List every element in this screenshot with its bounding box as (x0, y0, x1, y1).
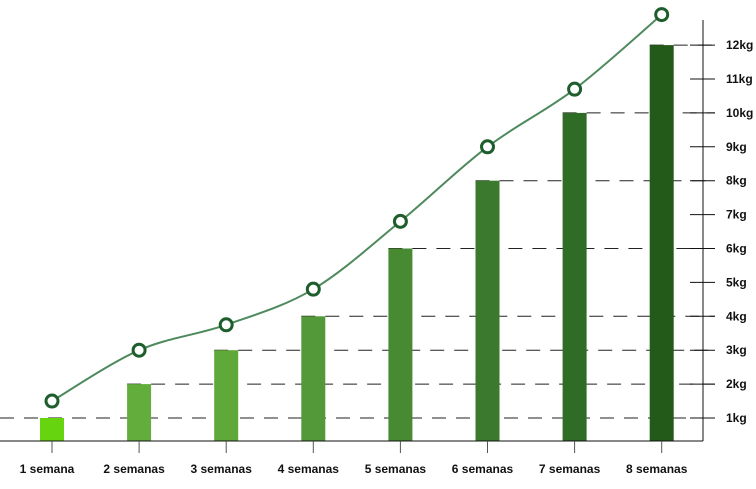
x-tick-label: 2 semanas (103, 462, 165, 476)
y-tick-label: 8kg (726, 174, 747, 188)
line-marker (567, 81, 583, 97)
y-tick-label: 7kg (726, 208, 747, 222)
y-tick-label: 5kg (726, 275, 747, 289)
y-tick-label: 11kg (726, 72, 753, 86)
y-tick-label: 10kg (726, 106, 753, 120)
bar (301, 316, 326, 441)
line-marker (305, 281, 321, 297)
x-tick-label: 6 semanas (452, 462, 514, 476)
line-marker (480, 139, 495, 155)
line-marker (218, 317, 234, 333)
bar (127, 384, 152, 441)
x-tick-label: 5 semanas (365, 462, 427, 476)
y-tick-label: 1kg (726, 411, 747, 425)
x-tick-label: 1 semana (20, 462, 75, 476)
line-marker (44, 393, 60, 409)
x-tick-label: 8 semanas (626, 462, 688, 476)
bar (649, 45, 674, 441)
bar (40, 418, 64, 441)
bar (475, 180, 500, 441)
y-tick-label: 9kg (726, 140, 747, 154)
x-tick-label: 7 semanas (539, 462, 601, 476)
y-tick-label: 4kg (726, 309, 747, 323)
y-tick-label: 12kg (726, 38, 753, 52)
bar (562, 112, 587, 442)
y-tick-label: 2kg (726, 377, 747, 391)
bar (388, 248, 413, 441)
line-marker (654, 7, 670, 23)
y-tick-label: 3kg (726, 343, 747, 357)
x-tick-label: 4 semanas (278, 462, 340, 476)
line-marker (131, 342, 147, 358)
trend-line (51, 13, 663, 402)
y-tick-label: 6kg (726, 242, 747, 256)
bar (214, 350, 239, 441)
x-tick-label: 3 semanas (191, 462, 253, 476)
line-marker (392, 213, 408, 229)
